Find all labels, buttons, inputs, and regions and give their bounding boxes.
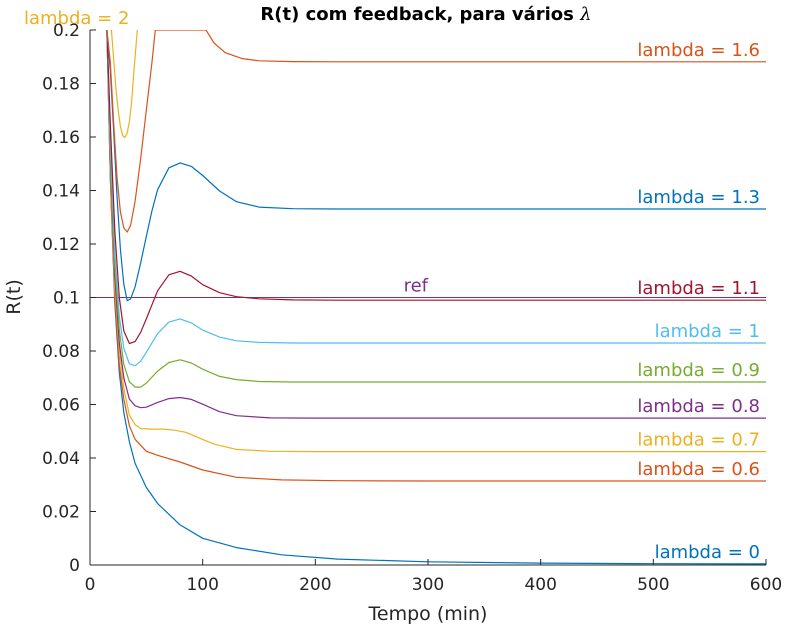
x-tick-label: 400 (524, 575, 556, 595)
chart-title: R(t) com feedback, para vários λ (260, 4, 591, 25)
series-label-lambda-0-9: lambda = 0.9 (637, 360, 760, 381)
x-tick-label: 600 (750, 575, 782, 595)
y-tick-label: 0.06 (42, 396, 80, 416)
series-line-lambda-0-9 (106, 30, 766, 388)
series-label-lambda-0-6: lambda = 0.6 (637, 459, 760, 480)
x-tick-label: 100 (186, 575, 218, 595)
series-label-lambda-1-6: lambda = 1.6 (637, 40, 760, 61)
x-axis-label: Tempo (min) (368, 603, 488, 625)
chart-title-text: R(t) com feedback, para vários (260, 4, 580, 25)
series-line-lambda-0-8 (106, 30, 766, 419)
y-tick-label: 0.2 (53, 21, 80, 41)
series-label-lambda-0: lambda = 0 (655, 542, 760, 563)
y-tick-label: 0 (69, 556, 80, 576)
series-line-lambda-1 (106, 30, 766, 367)
series-line-lambda-1-1 (106, 30, 766, 345)
y-tick-label: 0.16 (42, 128, 80, 148)
plot-area: lambda = 1.6 lambda = 1.3 lambda = 1.1 lamb… (24, 8, 782, 595)
series-line-lambda-0-6 (106, 30, 766, 482)
y-tick-label: 0.04 (42, 449, 80, 469)
x-tick-label: 200 (299, 575, 331, 595)
y-axis-ticks: 0 0.02 0.04 0.06 0.08 0.1 0.12 0.14 0.16 0.18 0.2 (42, 21, 96, 576)
y-axis-label: R(t) (3, 279, 25, 314)
series-label-ref: ref (404, 276, 429, 297)
series-label-lambda-0-7: lambda = 0.7 (637, 430, 760, 451)
y-tick-label: 0.18 (42, 75, 80, 95)
series-label-lambda-2: lambda = 2 (24, 8, 129, 29)
series-label-lambda-1-3: lambda = 1.3 (637, 187, 760, 208)
series-label-lambda-0-8: lambda = 0.8 (637, 396, 760, 417)
y-tick-label: 0.14 (42, 182, 80, 202)
y-tick-label: 0.08 (42, 342, 80, 362)
chart-title-symbol: λ (579, 4, 591, 25)
y-tick-label: 0.12 (42, 235, 80, 255)
series-line-lambda-2 (110, 30, 138, 139)
series-line-lambda-0-7 (106, 30, 766, 453)
y-tick-label: 0.1 (53, 289, 80, 309)
series-label-lambda-1-1: lambda = 1.1 (637, 278, 760, 299)
x-axis-ticks: 0 100 200 300 400 500 600 (85, 559, 782, 595)
x-tick-label: 500 (637, 575, 669, 595)
series-line-lambda-1-3 (106, 30, 766, 302)
series-label-lambda-1: lambda = 1 (655, 321, 760, 342)
series-line-lambda-1-6 (106, 30, 766, 233)
y-tick-label: 0.02 (42, 503, 80, 523)
x-tick-label: 300 (412, 575, 444, 595)
label-layer: lambda = 1.6 lambda = 1.3 lambda = 1.1 lamb… (24, 8, 760, 563)
series-layer (90, 30, 766, 565)
x-tick-label: 0 (85, 575, 96, 595)
